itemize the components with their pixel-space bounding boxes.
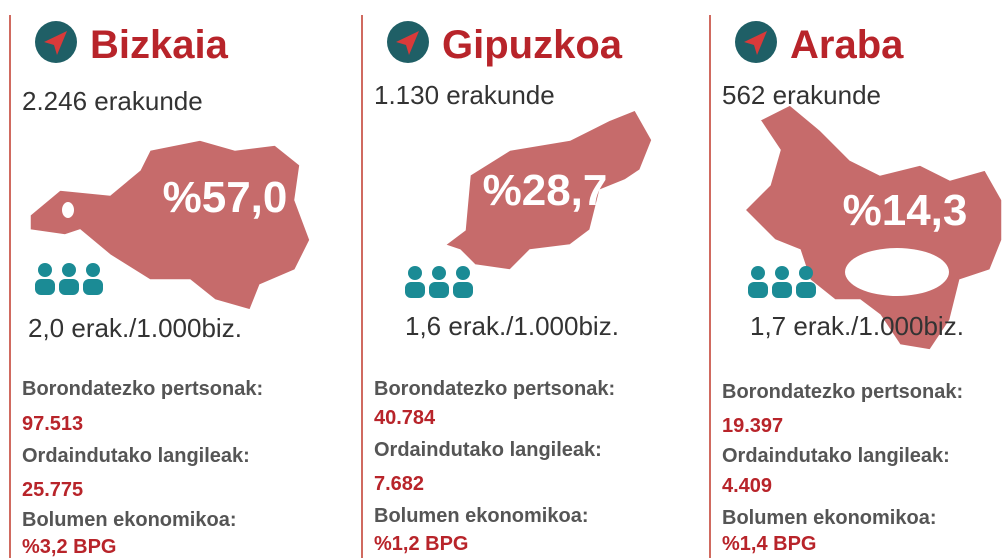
region-map: [743, 104, 1003, 351]
person-head: [432, 266, 446, 280]
person-body: [83, 279, 103, 295]
organizations: 562 erakunde: [722, 80, 881, 110]
people-icon: [405, 266, 473, 298]
person-body: [35, 279, 55, 295]
stat-label: Ordaindutako langileak:: [374, 439, 602, 461]
person-head: [799, 266, 813, 280]
stat-value: 40.784: [374, 407, 436, 429]
stat-value: 25.775: [22, 479, 83, 501]
stat-value: 7.682: [374, 473, 424, 495]
region-map: [29, 139, 311, 311]
stat-label: Bolumen ekonomikoa:: [722, 507, 936, 529]
person-head: [751, 266, 765, 280]
density: 1,6 erak./1.000biz.: [405, 311, 619, 341]
person-body: [429, 282, 449, 298]
person-body: [453, 282, 473, 298]
region-map: [443, 109, 653, 271]
stat-value: 4.409: [722, 475, 772, 497]
person-body: [405, 282, 425, 298]
region-name: Araba: [790, 23, 904, 67]
density: 2,0 erak./1.000biz.: [28, 313, 242, 343]
person-head: [408, 266, 422, 280]
location-arrow: [44, 31, 67, 55]
share: %28,7: [483, 166, 608, 215]
person-body: [796, 282, 816, 298]
person-head: [38, 263, 52, 277]
region-name: Bizkaia: [90, 23, 229, 67]
stat-value: %1,2 BPG: [374, 533, 468, 555]
stat-label: Borondatezko pertsonak:: [22, 378, 263, 400]
share: %14,3: [843, 186, 968, 235]
person-body: [59, 279, 79, 295]
organizations: 2.246 erakunde: [22, 86, 203, 116]
person-body: [748, 282, 768, 298]
people-icon: [35, 263, 103, 295]
person-head: [775, 266, 789, 280]
location-arrow: [744, 31, 767, 55]
stat-label: Bolumen ekonomikoa:: [374, 505, 588, 527]
person-head: [86, 263, 100, 277]
map-hole: [845, 248, 949, 296]
people-icon: [748, 266, 816, 298]
location-arrow: [396, 31, 419, 55]
stat-value: 97.513: [22, 413, 83, 435]
share: %57,0: [163, 173, 288, 222]
stat-label: Ordaindutako langileak:: [22, 445, 250, 467]
organizations: 1.130 erakunde: [374, 80, 555, 110]
stat-label: Borondatezko pertsonak:: [374, 378, 615, 400]
stat-value: %1,4 BPG: [722, 533, 816, 555]
region-name: Gipuzkoa: [442, 23, 623, 67]
map-notch: [62, 202, 74, 218]
person-head: [62, 263, 76, 277]
stat-label: Borondatezko pertsonak:: [722, 381, 963, 403]
stat-value: %3,2 BPG: [22, 536, 116, 558]
stat-label: Ordaindutako langileak:: [722, 445, 950, 467]
person-body: [772, 282, 792, 298]
person-head: [456, 266, 470, 280]
density: 1,7 erak./1.000biz.: [750, 311, 964, 341]
stat-value: 19.397: [722, 415, 783, 437]
stat-label: Bolumen ekonomikoa:: [22, 509, 236, 531]
